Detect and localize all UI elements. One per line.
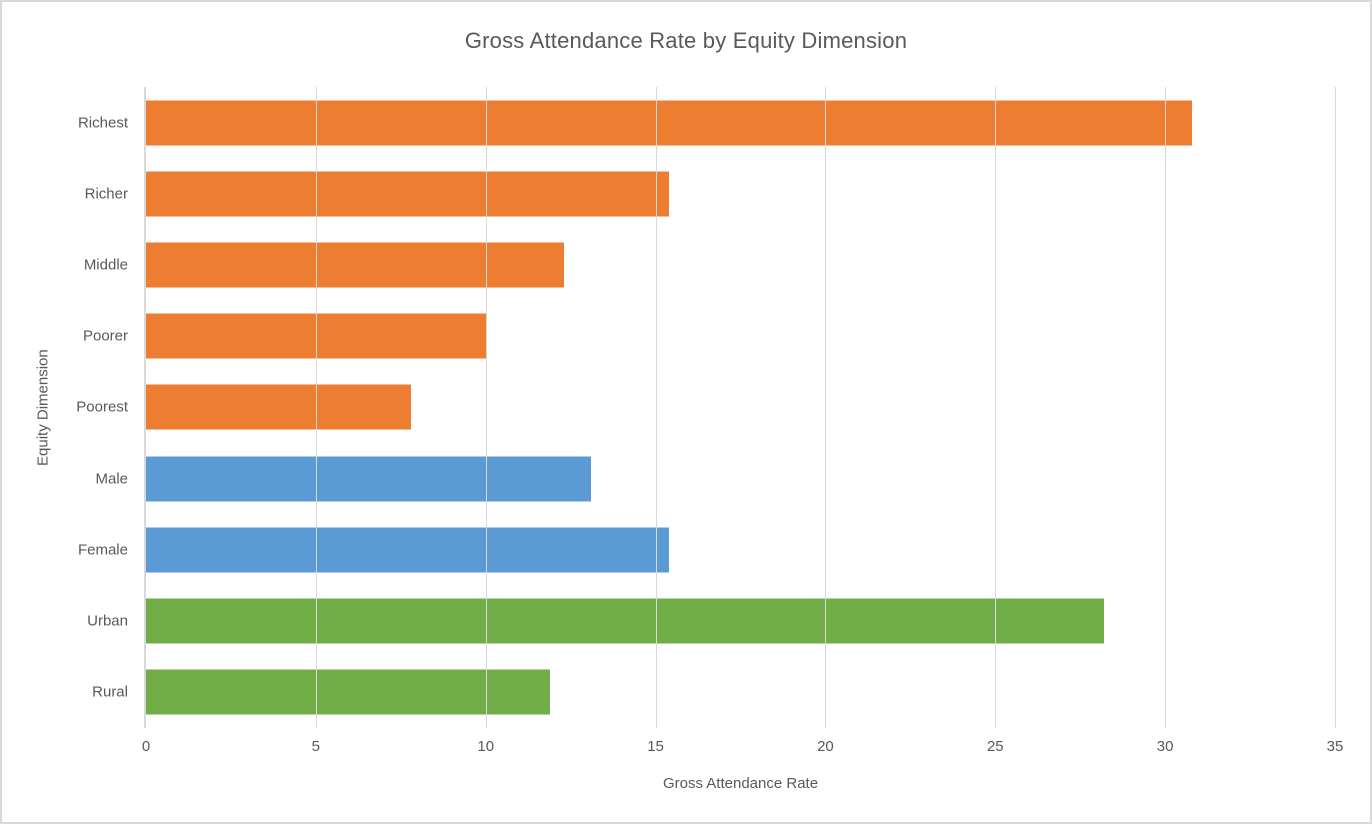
bar-richest — [146, 100, 1193, 146]
x-tick-label-20: 20 — [817, 738, 834, 755]
x-tick-label-25: 25 — [986, 738, 1004, 755]
bar-male — [146, 456, 592, 502]
bar-row-richest: Richest — [78, 87, 1335, 158]
y-axis-line — [144, 87, 146, 728]
gridline-15 — [655, 87, 657, 728]
x-tick-label-10: 10 — [477, 738, 495, 755]
plot-area: Richest Richer Middle Poorer Poorest Male Fema… — [76, 87, 1336, 728]
category-label-poorest: Poorest — [76, 398, 128, 416]
x-axis-ticks: 0 5 10 15 20 25 30 35 — [142, 738, 1344, 758]
gridline-35 — [1335, 87, 1336, 728]
x-tick-label-15: 15 — [647, 738, 664, 755]
gridline-5 — [315, 87, 317, 728]
category-label-urban: Urban — [87, 612, 128, 630]
category-label-rural: Rural — [92, 683, 128, 701]
bar-row-poorer: Poorer — [83, 301, 1335, 372]
category-label-female: Female — [77, 541, 128, 559]
category-label-poorer: Poorer — [82, 327, 128, 345]
bar-row-richer: Richer — [85, 158, 1335, 229]
chart-title: Gross Attendance Rate by Equity Dimensio… — [464, 28, 908, 53]
bar-row-urban: Urban — [87, 586, 1335, 657]
bar-middle — [146, 242, 564, 288]
bar-richer — [146, 171, 670, 217]
x-tick-label-5: 5 — [311, 738, 321, 755]
x-tick-label-30: 30 — [1156, 738, 1174, 755]
bar-poorest — [146, 384, 411, 430]
category-label-richer: Richer — [84, 185, 128, 203]
x-tick-label-0: 0 — [141, 738, 151, 755]
bar-row-male: Male — [95, 443, 1335, 514]
x-tick-label-35: 35 — [1326, 738, 1344, 755]
gridline-25 — [995, 87, 997, 728]
x-axis-title: Gross Attendance Rate — [662, 775, 819, 792]
bar-row-poorest: Poorest — [76, 372, 1335, 443]
y-axis-title: Equity Dimension — [34, 349, 52, 466]
bar-row-rural: Rural — [92, 657, 1335, 728]
bar-urban — [146, 598, 1104, 644]
bar-row-middle: Middle — [84, 229, 1335, 300]
bar-rural — [146, 669, 551, 715]
bar-female — [146, 527, 670, 573]
gridline-10 — [485, 87, 487, 728]
category-label-richest: Richest — [77, 114, 128, 132]
category-label-middle: Middle — [83, 256, 128, 274]
bar-rows: Richest Richer Middle Poorer Poorest Male Fema… — [76, 87, 1335, 728]
category-label-male: Male — [95, 470, 128, 488]
gridline-30 — [1165, 87, 1167, 728]
gridline-20 — [825, 87, 827, 728]
bar-row-female: Female — [78, 514, 1335, 585]
